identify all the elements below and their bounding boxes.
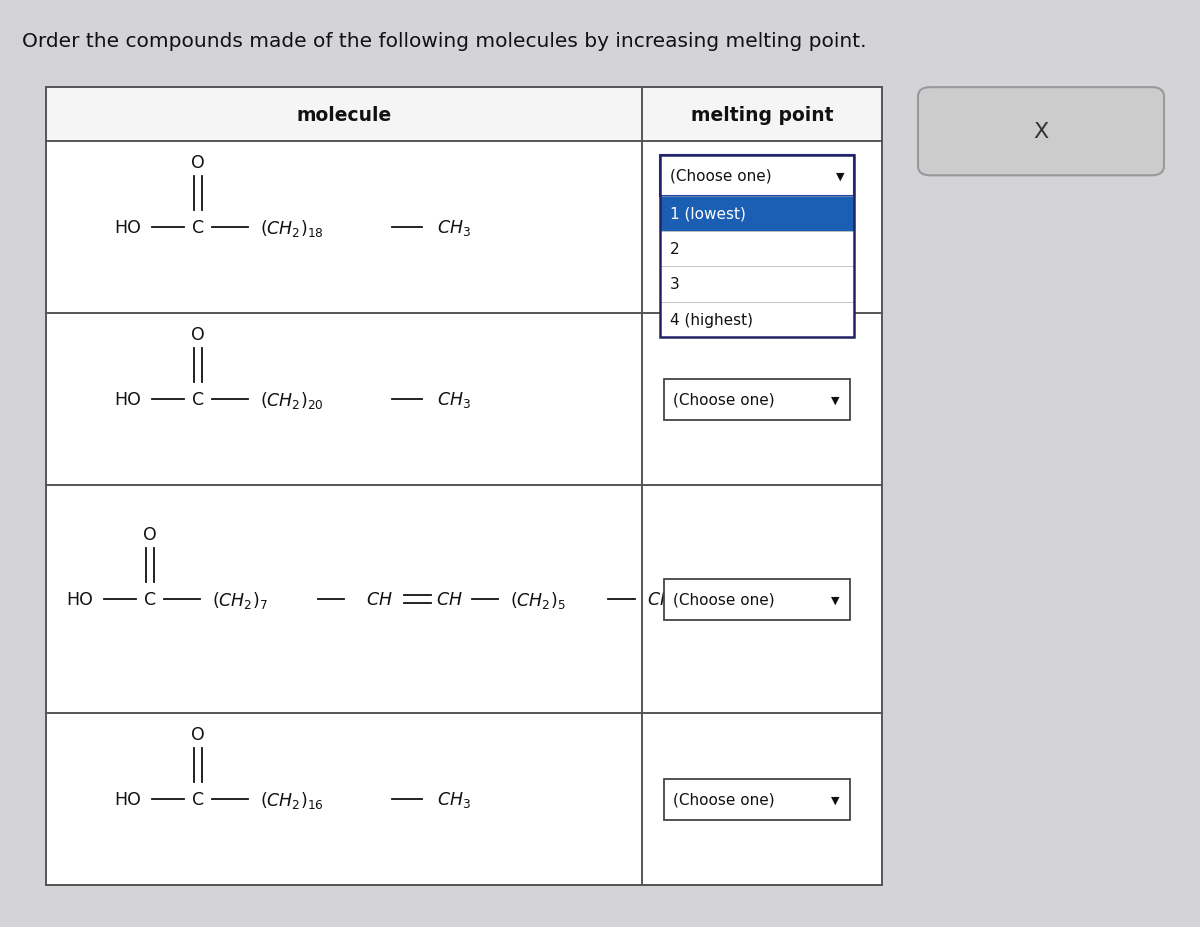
Text: ▼: ▼: [835, 171, 845, 181]
Text: HO: HO: [114, 791, 140, 808]
Text: $(CH_2)_{18}$: $(CH_2)_{18}$: [260, 217, 324, 238]
Text: $CH_3$: $CH_3$: [437, 218, 470, 238]
Text: C: C: [144, 590, 156, 608]
Text: C: C: [192, 219, 204, 236]
Text: $CH_3$: $CH_3$: [647, 590, 680, 610]
Text: O: O: [143, 526, 157, 543]
Text: C: C: [192, 390, 204, 409]
Text: Order the compounds made of the following molecules by increasing melting point.: Order the compounds made of the followin…: [22, 32, 866, 51]
Bar: [660, 267, 854, 302]
Text: $(CH_2)_{20}$: $(CH_2)_{20}$: [260, 389, 324, 411]
Text: O: O: [191, 726, 205, 743]
Text: 4 (highest): 4 (highest): [670, 312, 752, 327]
Text: 3: 3: [670, 277, 679, 292]
Text: (Choose one): (Choose one): [673, 592, 775, 607]
Text: $CH$: $CH$: [366, 590, 392, 608]
Text: 2: 2: [670, 242, 679, 257]
Bar: [660, 302, 854, 337]
Text: X: X: [1033, 122, 1049, 142]
Text: O: O: [191, 325, 205, 344]
Text: molecule: molecule: [296, 106, 391, 124]
Bar: [46, 88, 882, 142]
FancyBboxPatch shape: [664, 379, 850, 420]
Text: (Choose one): (Choose one): [670, 169, 772, 184]
Text: melting point: melting point: [691, 106, 833, 124]
Text: 1 (lowest): 1 (lowest): [670, 207, 745, 222]
Bar: [46, 88, 882, 885]
Text: HO: HO: [114, 390, 140, 409]
Text: $CH_3$: $CH_3$: [437, 789, 470, 809]
FancyBboxPatch shape: [660, 156, 854, 197]
Text: $(CH_2)_7$: $(CH_2)_7$: [212, 589, 268, 610]
Text: ▼: ▼: [830, 395, 840, 405]
Text: ▼: ▼: [830, 794, 840, 805]
Text: (Choose one): (Choose one): [673, 392, 775, 407]
Text: $(CH_2)_{16}$: $(CH_2)_{16}$: [260, 789, 324, 810]
FancyBboxPatch shape: [664, 779, 850, 819]
Text: $CH$: $CH$: [436, 590, 462, 608]
Text: HO: HO: [114, 219, 140, 236]
FancyBboxPatch shape: [664, 579, 850, 620]
Bar: [660, 232, 854, 267]
Text: (Choose one): (Choose one): [673, 792, 775, 806]
Text: O: O: [191, 154, 205, 171]
Bar: [660, 197, 854, 232]
Text: ▼: ▼: [830, 594, 840, 604]
Text: HO: HO: [66, 590, 92, 608]
Text: $(CH_2)_5$: $(CH_2)_5$: [510, 589, 565, 610]
Text: $CH_3$: $CH_3$: [437, 389, 470, 410]
FancyBboxPatch shape: [918, 88, 1164, 176]
Text: C: C: [192, 791, 204, 808]
